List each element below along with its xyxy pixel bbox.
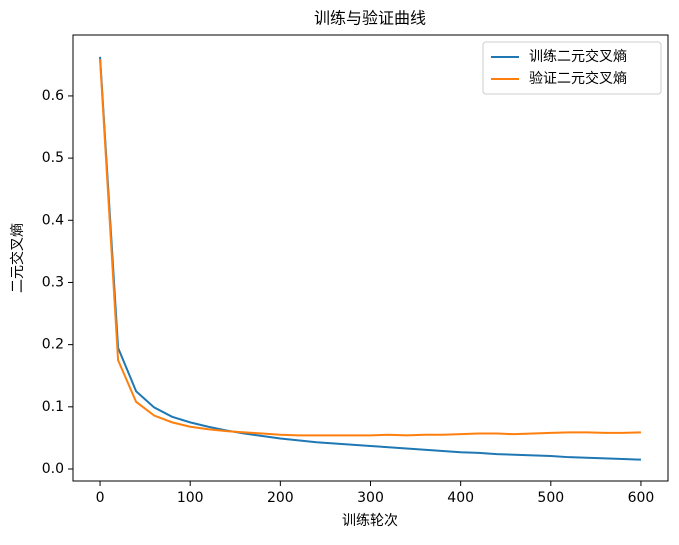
y-tick-label: 0.0 [42,461,64,477]
y-tick-label: 0.2 [42,337,64,353]
x-tick-label: 100 [177,490,204,506]
y-tick-label: 0.4 [42,212,64,228]
plot-frame [72,34,669,482]
x-tick-label: 300 [357,490,384,506]
x-tick-label: 0 [96,490,105,506]
line [99,59,641,437]
y-tick-label: 0.5 [42,150,64,166]
chart-title: 训练与验证曲线 [314,9,426,28]
y-tick-label: 0.1 [42,399,64,415]
x-tick-label: 500 [537,490,564,506]
y-tick-label: 0.3 [42,274,64,290]
legend-label: 训练二元交叉熵 [529,48,627,65]
y-tick-label: 0.6 [42,88,64,104]
x-tick-label: 600 [628,490,655,506]
x-tick-label: 400 [447,490,474,506]
line [99,56,641,461]
y-axis-label: 二元交叉熵 [9,223,26,293]
x-axis-label: 训练轮次 [342,513,398,529]
legend-label: 验证二元交叉熵 [529,70,627,87]
x-tick-label: 200 [267,490,294,506]
legend-box [482,41,662,95]
